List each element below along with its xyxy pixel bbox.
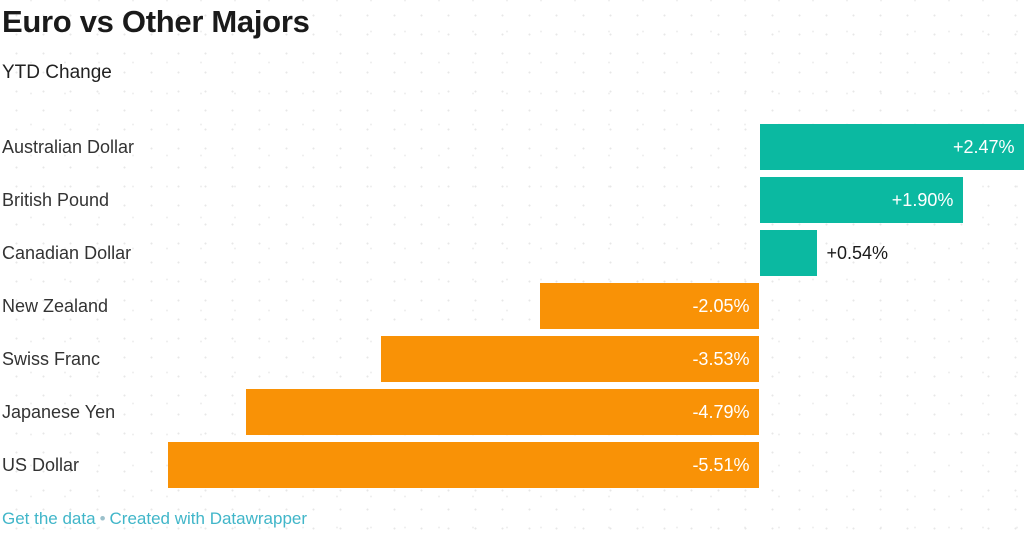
bar-row: US Dollar -5.51% — [0, 442, 1024, 488]
bar[interactable]: +1.90% — [759, 177, 964, 223]
chart-title: Euro vs Other Majors — [2, 4, 310, 39]
bar-row: Swiss Franc -3.53% — [0, 336, 1024, 382]
bar-row: Japanese Yen -4.79% — [0, 389, 1024, 435]
value-label: -4.79% — [692, 402, 750, 422]
bar[interactable]: -2.05% — [539, 283, 760, 329]
value-label: +1.90% — [891, 190, 954, 210]
bar-row: British Pound +1.90% — [0, 177, 1024, 223]
datawrapper-link[interactable]: Created with Datawrapper — [109, 509, 308, 528]
footer: Get the data • Created with Datawrapper — [2, 509, 307, 529]
category-label: US Dollar — [2, 455, 80, 475]
value-label: -5.51% — [692, 455, 750, 475]
category-label: Swiss Franc — [2, 349, 101, 369]
bar[interactable] — [759, 230, 818, 276]
get-data-link[interactable]: Get the data — [2, 509, 96, 528]
chart-subtitle: YTD Change — [2, 62, 112, 83]
value-label: -2.05% — [692, 296, 750, 316]
value-label: +0.54% — [826, 243, 888, 263]
footer-separator: • — [99, 509, 106, 528]
bar-row: New Zealand -2.05% — [0, 283, 1024, 329]
value-label: -3.53% — [692, 349, 750, 369]
category-label: Australian Dollar — [2, 137, 135, 157]
bar-row: Australian Dollar +2.47% — [0, 124, 1024, 170]
bar[interactable]: -4.79% — [245, 389, 760, 435]
category-label: Japanese Yen — [2, 402, 116, 422]
bar[interactable]: +2.47% — [759, 124, 1024, 170]
value-label: +2.47% — [952, 137, 1015, 157]
category-label: British Pound — [2, 190, 110, 210]
bar[interactable]: -5.51% — [168, 442, 760, 488]
bar-row: Canadian Dollar +0.54% — [0, 230, 1024, 276]
category-label: New Zealand — [2, 296, 109, 316]
category-label: Canadian Dollar — [2, 243, 132, 263]
bar[interactable]: -3.53% — [380, 336, 760, 382]
